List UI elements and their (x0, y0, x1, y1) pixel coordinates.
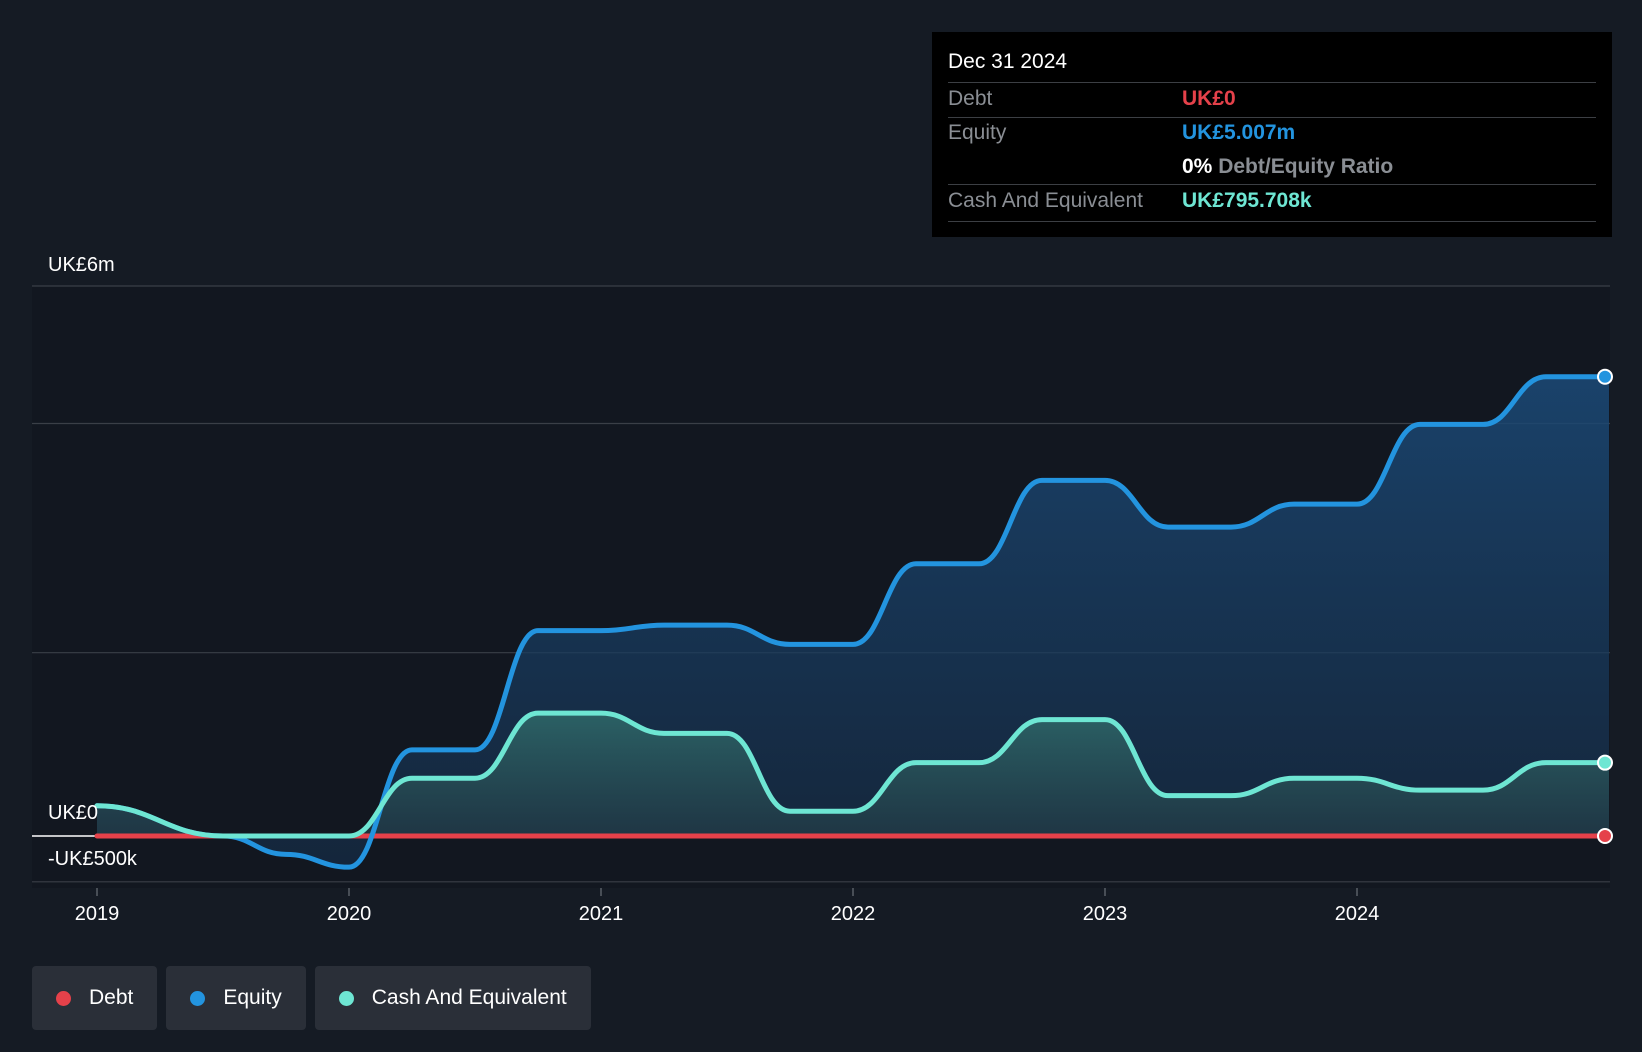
tooltip-ratio: 0% Debt/Equity Ratio (1182, 155, 1393, 179)
legend-dot-icon (338, 990, 354, 1006)
series-area (97, 713, 1609, 836)
legend-dot-icon (190, 990, 206, 1006)
series-end-point (1597, 368, 1613, 385)
tooltip-ratio-value: 0% (1182, 155, 1213, 178)
area-layer (97, 376, 1609, 868)
tooltip-equity-label: Equity (948, 121, 1007, 144)
tooltip-debt-label: Debt (948, 87, 993, 110)
tooltip-equity-value: UK£5.007m (1182, 121, 1296, 144)
tooltip-divider (948, 221, 1596, 222)
tooltip-divider (948, 82, 1596, 83)
series-area (97, 376, 1609, 868)
x-tick-label: 2019 (75, 903, 120, 925)
series-end-point (1597, 828, 1613, 844)
line-layer (94, 374, 1612, 870)
y-tick-label: UK£6m (48, 254, 115, 276)
legend-label: Equity (223, 986, 282, 1009)
tooltip-cash-label: Cash And Equivalent (948, 189, 1143, 212)
legend-item-equity[interactable]: Equity (166, 966, 306, 1030)
tooltip-debt-value: UK£0 (1182, 87, 1236, 110)
series-end-point (1597, 754, 1613, 771)
legend-item-debt[interactable]: Debt (32, 966, 158, 1030)
tooltip-cash-value: UK£795.708k (1182, 189, 1312, 212)
legend-item-cash[interactable]: Cash And Equivalent (314, 966, 591, 1030)
tooltip-divider (948, 117, 1596, 118)
legend-dot-icon (56, 990, 71, 1006)
tooltip-divider (948, 184, 1596, 185)
legend: Debt Equity Cash And Equivalent (32, 966, 591, 1030)
label-layer: UK£6m UK£0 -UK£500k 2019 2020 2021 2022 2023 202… (48, 254, 1379, 925)
x-tick-label: 2024 (1335, 903, 1380, 925)
x-tick-label: 2022 (831, 903, 876, 925)
y-tick-label: -UK£500k (48, 848, 138, 870)
legend-label: Debt (89, 986, 134, 1009)
x-tick-label: 2020 (327, 903, 372, 925)
y-tick-label: UK£0 (48, 802, 98, 824)
x-tick-label: 2021 (579, 903, 624, 925)
marker-layer (1597, 368, 1613, 844)
tooltip-panel: Dec 31 2024 Debt UK£0 Equity UK£5.007m 0… (932, 32, 1612, 237)
legend-label: Cash And Equivalent (371, 986, 567, 1009)
series-line (94, 710, 1612, 839)
tooltip-date: Dec 31 2024 (948, 50, 1068, 73)
tooltip-ratio-label: Debt/Equity Ratio (1218, 155, 1394, 178)
x-tick-label: 2023 (1083, 903, 1128, 925)
